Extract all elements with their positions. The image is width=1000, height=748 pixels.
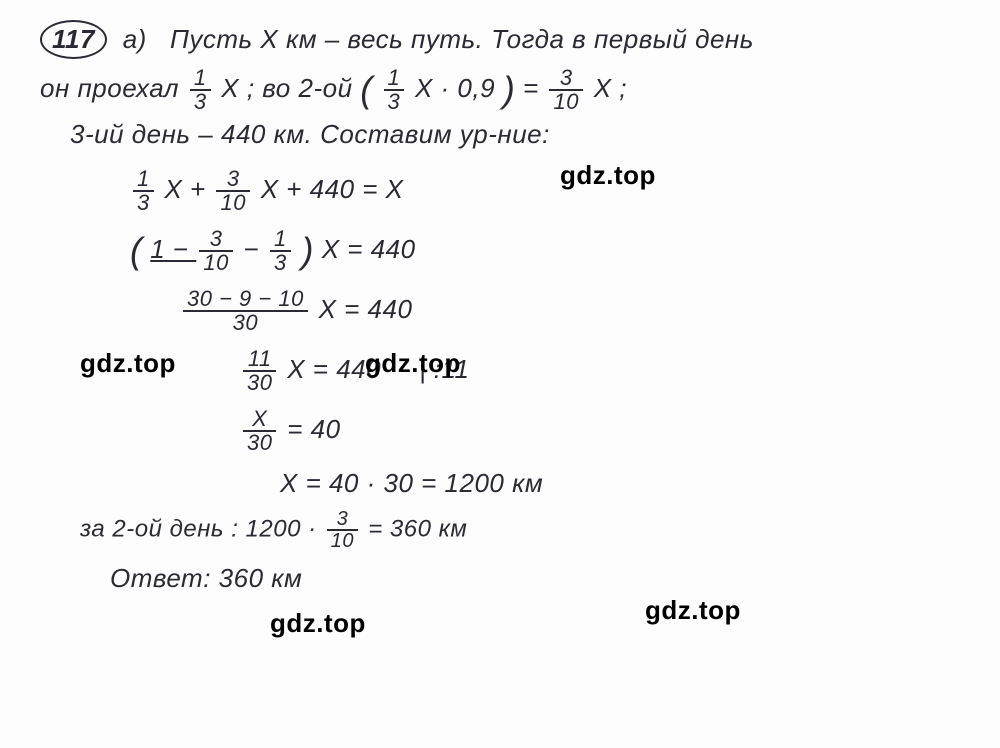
l4-f1-num: 1 [133,168,154,192]
l5-f1-num: 3 [199,228,232,252]
l8-frac: X 30 [243,408,276,454]
line-3: 3-ий день – 440 км. Составим ур-ние: [40,119,960,150]
l2-frac1-num: 1 [190,67,211,91]
line-8: X 30 = 40 [40,408,960,454]
l10-end: = 360 км [368,515,467,542]
l2-frac-1: 1 3 [190,67,211,113]
l4-frac-1: 1 3 [133,168,154,214]
l5-f2-num: 1 [270,228,291,252]
part-label: а) [123,24,147,54]
line-5: ( 1 − 3 10 − 1 3 ) X = 440 [40,228,960,274]
line-2: он проехал 1 3 X ; во 2-ой ( 1 3 X · 0,9… [40,67,960,113]
l2-pre: он проехал [40,73,187,103]
l9-text: X = 40 · 30 = 1200 км [280,468,543,498]
l2-after-f2: X · 0,9 [415,73,495,103]
line-1: 117 а) Пусть X км – весь путь. Тогда в п… [40,20,960,59]
line-10: за 2-ой день : 1200 · 3 10 = 360 км [40,509,960,551]
l2-frac2-den: 3 [384,91,405,113]
l7-num: 11 [243,348,276,372]
paren-open: ( [360,69,373,110]
paren-close: ) [503,69,516,110]
l10-num: 3 [327,509,358,531]
watermark-text: gdz.top [80,348,176,379]
l2-frac3-num: 3 [549,67,582,91]
l7-den: 30 [243,372,276,394]
l5-f1-den: 10 [199,252,232,274]
l5-f2-den: 3 [270,252,291,274]
l6-den: 30 [183,312,308,334]
l4-f1-den: 3 [133,192,154,214]
line-1-text: Пусть X км – весь путь. Тогда в первый д… [170,24,754,54]
l10-frac: 3 10 [327,509,358,551]
l4-f2-den: 10 [216,192,249,214]
l2-frac-3: 3 10 [549,67,582,113]
watermark-text: gdz.top [270,608,366,639]
l2-frac-2: 1 3 [384,67,405,113]
watermark-text: gdz.top [645,595,741,626]
l2-frac3-den: 10 [549,91,582,113]
l10-pre: за 2-ой день : 1200 · [80,515,324,542]
l8-end: = 40 [287,414,340,444]
line-7: 11 30 X = 440 | :11 [40,348,960,394]
line-11: Ответ: 360 км [40,563,960,594]
l5-close: ) [301,230,314,271]
line-4: 1 3 X + 3 10 X + 440 = X [40,168,960,214]
l8-num: X [243,408,276,432]
l2-mid: X ; во 2-ой [221,73,360,103]
l3-text: 3-ий день – 440 км. Составим ур-ние: [70,119,550,149]
l6-num: 30 − 9 − 10 [183,288,308,312]
problem-number-circle: 117 [40,20,107,59]
l5-one: 1 − [150,234,196,264]
l4-frac-2: 3 10 [216,168,249,214]
l5-open: ( [130,230,143,271]
l5-frac-1: 3 10 [199,228,232,274]
l5-frac-2: 1 3 [270,228,291,274]
l5-minus: − [244,234,267,264]
l2-frac1-den: 3 [190,91,211,113]
l8-den: 30 [243,432,276,454]
l6-end: X = 440 [319,294,413,324]
watermark-text: gdz.top [560,160,656,191]
l2-end: X ; [594,73,627,103]
answer-text: Ответ: 360 км [110,563,302,593]
l4-end: X + 440 = X [261,174,404,204]
watermark-text: gdz.top [365,348,461,379]
line-6: 30 − 9 − 10 30 X = 440 [40,288,960,334]
l10-den: 10 [327,531,358,551]
l2-eq: = [523,73,546,103]
l7-frac: 11 30 [243,348,276,394]
l6-frac: 30 − 9 − 10 30 [183,288,308,334]
l4-mid1: X + [164,174,213,204]
line-9: X = 40 · 30 = 1200 км [40,468,960,499]
l2-frac2-num: 1 [384,67,405,91]
l4-f2-num: 3 [216,168,249,192]
l5-end: X = 440 [322,234,416,264]
